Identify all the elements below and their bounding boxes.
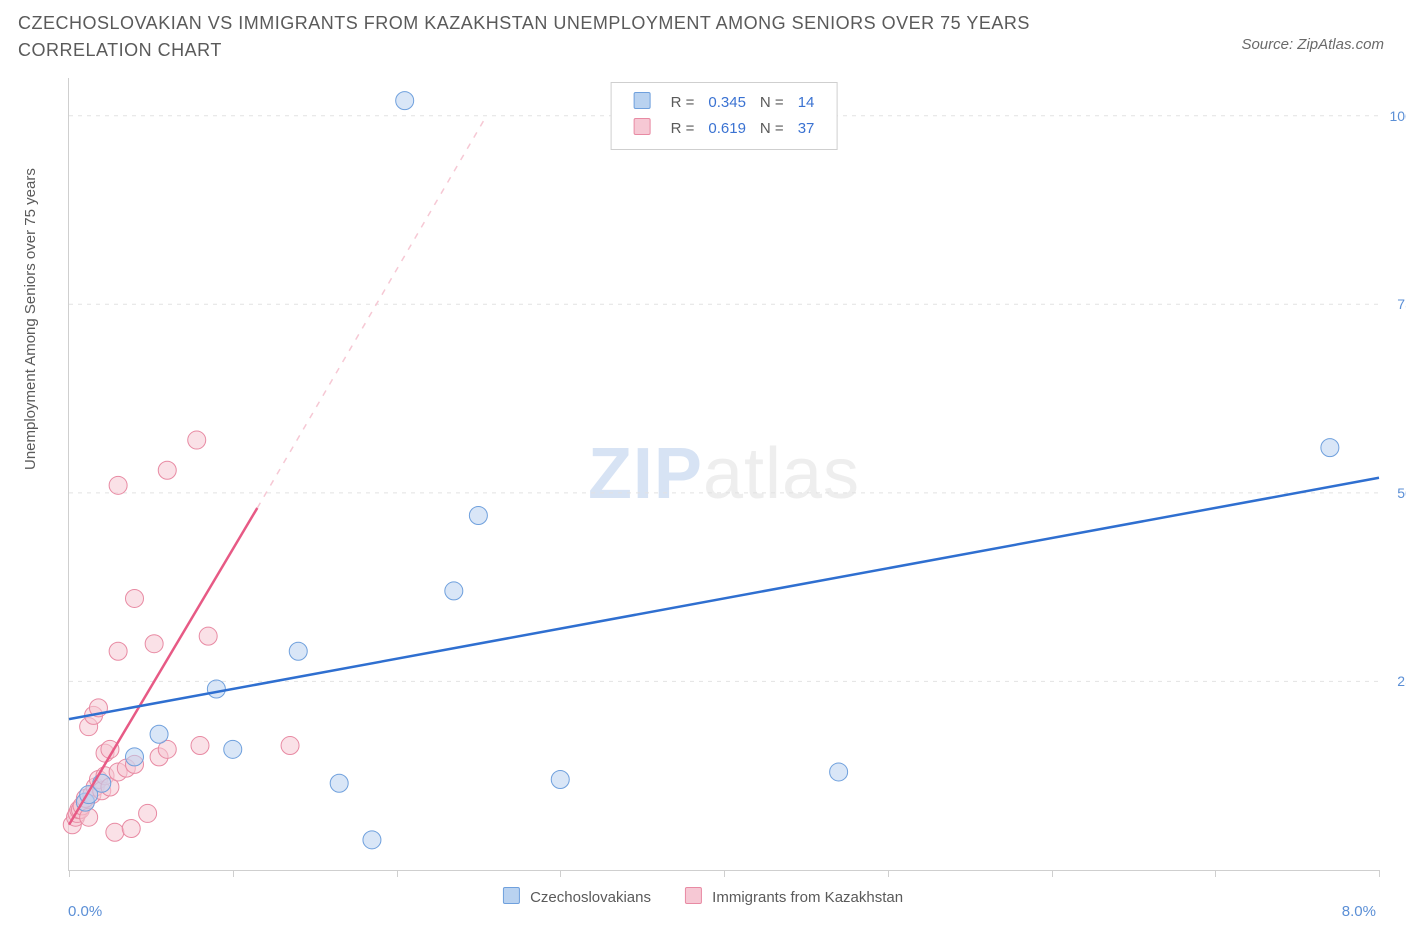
scatter-point xyxy=(126,748,144,766)
scatter-point xyxy=(158,461,176,479)
source-label: Source: ZipAtlas.com xyxy=(1241,36,1384,53)
scatter-point xyxy=(363,831,381,849)
stats-row-pink: R = 0.619 N = 37 xyxy=(628,117,821,141)
legend-bottom: Czechoslovakians Immigrants from Kazakhs… xyxy=(503,887,903,906)
stats-pink-R: 0.619 xyxy=(702,117,752,141)
scatter-point xyxy=(445,582,463,600)
scatter-point xyxy=(396,92,414,110)
x-tick-mark xyxy=(69,870,70,877)
stats-blue-N: 14 xyxy=(792,91,821,115)
stats-blue-R: 0.345 xyxy=(702,91,752,115)
scatter-point xyxy=(469,506,487,524)
scatter-point xyxy=(122,820,140,838)
stats-pink-N: 37 xyxy=(792,117,821,141)
scatter-point xyxy=(830,763,848,781)
chart-title: CZECHOSLOVAKIAN VS IMMIGRANTS FROM KAZAK… xyxy=(18,10,1118,64)
y-tick-label: 50.0% xyxy=(1397,485,1406,501)
y-tick-label: 75.0% xyxy=(1397,296,1406,312)
x-tick-mark xyxy=(1215,870,1216,877)
chart-svg xyxy=(69,78,1379,870)
scatter-point xyxy=(281,737,299,755)
scatter-point xyxy=(93,774,111,792)
swatch-blue-icon xyxy=(634,92,651,109)
scatter-point xyxy=(289,642,307,660)
trend-line xyxy=(69,508,257,825)
swatch-blue-icon xyxy=(503,887,520,904)
y-tick-label: 25.0% xyxy=(1397,673,1406,689)
scatter-point xyxy=(224,740,242,758)
stats-N-label: N = xyxy=(754,117,790,141)
scatter-point xyxy=(109,476,127,494)
legend-blue-label: Czechoslovakians xyxy=(530,889,651,906)
y-tick-label: 100.0% xyxy=(1390,108,1406,124)
scatter-point xyxy=(188,431,206,449)
scatter-point xyxy=(109,642,127,660)
x-tick-mark xyxy=(1379,870,1380,877)
stats-R-label: R = xyxy=(665,117,701,141)
plot-area: ZIPatlas 25.0%50.0%75.0%100.0% R = 0.345… xyxy=(68,78,1379,871)
x-tick-mark xyxy=(724,870,725,877)
legend-item-blue: Czechoslovakians xyxy=(503,887,651,906)
stats-R-label: R = xyxy=(665,91,701,115)
scatter-point xyxy=(551,770,569,788)
trend-line xyxy=(257,116,486,508)
scatter-point xyxy=(1321,439,1339,457)
x-tick-mark xyxy=(888,870,889,877)
scatter-point xyxy=(139,804,157,822)
scatter-point xyxy=(191,737,209,755)
scatter-point xyxy=(330,774,348,792)
stats-legend-box: R = 0.345 N = 14 R = 0.619 N = 37 xyxy=(611,82,838,150)
x-axis-max-label: 8.0% xyxy=(1342,903,1376,920)
scatter-point xyxy=(145,635,163,653)
stats-row-blue: R = 0.345 N = 14 xyxy=(628,91,821,115)
scatter-point xyxy=(150,725,168,743)
legend-item-pink: Immigrants from Kazakhstan xyxy=(685,887,903,906)
swatch-pink-icon xyxy=(685,887,702,904)
swatch-pink-icon xyxy=(634,118,651,135)
x-tick-mark xyxy=(1052,870,1053,877)
scatter-point xyxy=(199,627,217,645)
stats-N-label: N = xyxy=(754,91,790,115)
x-tick-mark xyxy=(233,870,234,877)
scatter-point xyxy=(207,680,225,698)
trend-line xyxy=(69,478,1379,719)
legend-pink-label: Immigrants from Kazakhstan xyxy=(712,889,903,906)
scatter-point xyxy=(126,589,144,607)
x-tick-mark xyxy=(397,870,398,877)
x-axis-min-label: 0.0% xyxy=(68,903,102,920)
x-tick-mark xyxy=(560,870,561,877)
y-axis-title: Unemployment Among Seniors over 75 years xyxy=(22,168,39,470)
scatter-point xyxy=(106,823,124,841)
